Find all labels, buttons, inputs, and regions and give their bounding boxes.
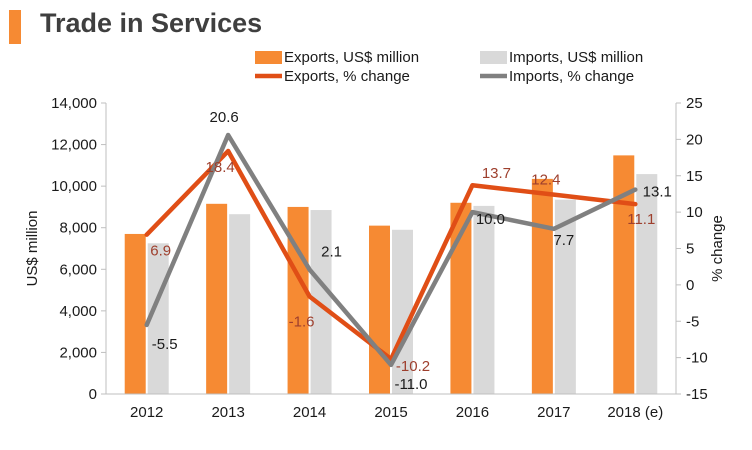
exports-change-label: 6.9	[150, 243, 171, 260]
exports-bar	[124, 233, 146, 394]
y-tick-label: 4,000	[59, 303, 97, 320]
exports-bar	[613, 155, 635, 394]
imports-change-label: 7.7	[553, 232, 574, 249]
y2-tick-label: -10	[686, 350, 708, 367]
y-tick-label: 6,000	[59, 261, 97, 278]
imports-change-point	[307, 267, 312, 272]
y2-tick-label: 0	[686, 277, 694, 294]
exports-change-point	[470, 183, 475, 188]
imports-change-label: -11.0	[394, 376, 427, 393]
x-tick-label: 2013	[211, 404, 244, 421]
x-tick-label: 2016	[456, 404, 489, 421]
legend-imports-line-label: Imports, % change	[509, 68, 634, 85]
imports-change-point	[389, 362, 393, 367]
x-tick-label: 2014	[293, 404, 326, 421]
y2-tick-label: 20	[686, 131, 703, 148]
x-tick-label: 2018 (e)	[607, 404, 663, 421]
x-tick-label: 2012	[130, 404, 163, 421]
y2-tick-label: 25	[686, 95, 703, 112]
exports-change-label: 12.4	[531, 172, 560, 189]
exports-bar	[206, 203, 228, 394]
y-tick-label: 0	[89, 386, 97, 403]
imports-change-label: 20.6	[210, 109, 239, 126]
exports-bar	[369, 225, 390, 394]
imports-change-label: 10.0	[476, 211, 505, 228]
imports-change-point	[551, 226, 556, 231]
y-tick-label: 2,000	[59, 344, 97, 361]
legend-exports-bar-label: Exports, US$ million	[284, 49, 419, 66]
chart-title: Trade in Services	[40, 8, 263, 38]
y-tick-label: 10,000	[51, 178, 97, 195]
exports-change-point	[307, 294, 312, 299]
exports-bar	[287, 206, 309, 394]
legend-exports-line-label: Exports, % change	[284, 68, 410, 85]
legend-exports-bar-swatch	[255, 51, 282, 64]
exports-change-point	[551, 192, 556, 197]
imports-change-label: 13.1	[643, 184, 672, 201]
y2-tick-label: 5	[686, 241, 694, 258]
exports-change-point	[144, 232, 149, 237]
y-tick-label: 8,000	[59, 220, 97, 237]
exports-change-label: 13.7	[482, 165, 511, 182]
legend: Exports, US$ million Imports, US$ million…	[255, 49, 643, 85]
y-tick-label: 12,000	[51, 137, 97, 154]
y2-tick-label: 10	[686, 204, 703, 221]
line-series	[144, 132, 638, 368]
exports-change-point	[633, 202, 638, 207]
axes: 0 2,000 4,000 6,000 8,000 10,000 12,000 14,000 -…	[24, 95, 726, 421]
exports-change-label: 18.4	[206, 159, 235, 176]
y2-axis-title: % change	[709, 215, 726, 282]
imports-change-point	[470, 210, 475, 215]
imports-change-label: -5.5	[152, 336, 178, 353]
imports-bar	[636, 174, 658, 394]
legend-imports-bar-swatch	[480, 51, 507, 64]
y2-tick-label: -5	[686, 313, 699, 330]
imports-bar	[554, 199, 576, 394]
y2-tick-label: -15	[686, 386, 708, 403]
title-accent-bar	[9, 10, 21, 44]
exports-change-label: 11.1	[627, 211, 655, 228]
data-labels: 6.9 18.4 -1.6 -10.2 13.7 12.4 11.1 -5.5 20.6 2.1 -…	[150, 109, 672, 393]
y-axis-title: US$ million	[24, 211, 41, 287]
exports-change-label: -1.6	[289, 314, 315, 331]
x-tick-label: 2015	[374, 404, 407, 421]
legend-imports-bar-label: Imports, US$ million	[509, 49, 643, 66]
imports-bar	[229, 214, 251, 394]
imports-change-point	[144, 322, 149, 327]
exports-bar	[450, 202, 472, 394]
imports-change-point	[226, 133, 231, 138]
exports-change-label: -10.2	[396, 358, 430, 375]
exports-bar	[531, 178, 553, 394]
y-tick-label: 14,000	[51, 95, 97, 112]
bar-series	[124, 155, 658, 394]
imports-change-label: 2.1	[321, 244, 342, 261]
x-tick-label: 2017	[537, 404, 570, 421]
y2-tick-label: 15	[686, 168, 703, 185]
imports-change-point	[633, 187, 638, 192]
exports-change-point	[226, 149, 231, 154]
imports-bar	[473, 205, 495, 394]
imports-bar	[310, 210, 332, 394]
